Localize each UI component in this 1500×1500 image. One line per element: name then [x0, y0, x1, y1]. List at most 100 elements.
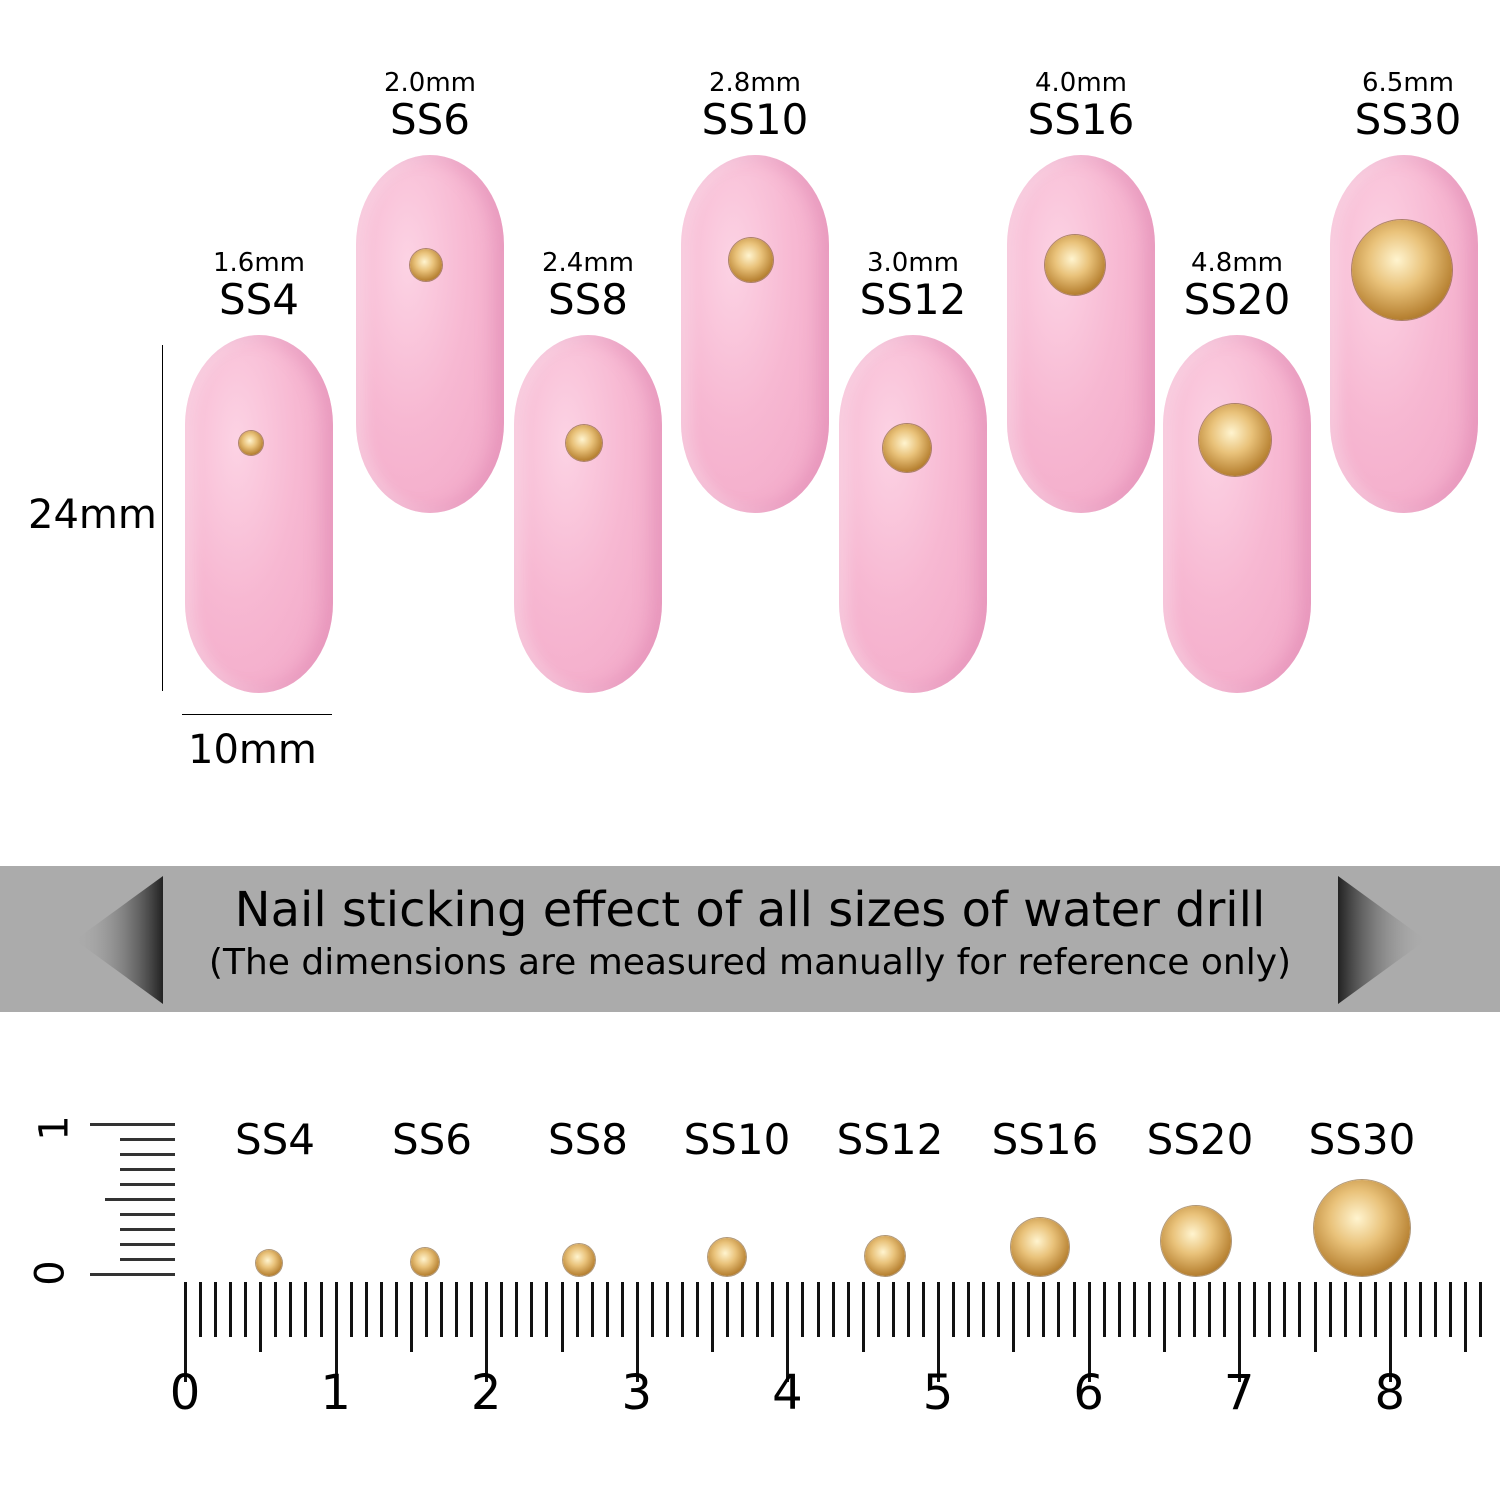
- size-mm-label: 2.4mm: [541, 248, 634, 278]
- size-mm-label: 2.0mm: [383, 68, 476, 98]
- ruler-tick: [1464, 1282, 1468, 1352]
- ruler-tick: [1162, 1282, 1166, 1352]
- rhinestone: [566, 425, 602, 461]
- ruler-tick: [1208, 1282, 1212, 1337]
- vertical-ruler-tick: [120, 1153, 175, 1156]
- ruler-tick: [711, 1282, 715, 1352]
- ruler-tick: [650, 1282, 654, 1337]
- ruler-tick: [997, 1282, 1001, 1337]
- ruler-tick: [440, 1282, 444, 1337]
- ruler-tick: [1193, 1282, 1197, 1337]
- ruler-tick: [259, 1282, 263, 1352]
- nail-ss30: [1330, 155, 1478, 513]
- vertical-ruler-tick: [120, 1168, 175, 1171]
- vertical-ruler-tick: [105, 1198, 175, 1201]
- ruler-tick: [1042, 1282, 1046, 1337]
- vertical-ruler-tick: [120, 1228, 175, 1231]
- ruler-number: 6: [1073, 1365, 1104, 1421]
- ruler-tick: [906, 1282, 910, 1337]
- rhinestone: [563, 1244, 595, 1276]
- ruler-size-label: SS12: [836, 1115, 944, 1164]
- size-ss-label: SS6: [389, 95, 471, 144]
- ruler-number: 4: [772, 1365, 803, 1421]
- ruler-tick: [635, 1282, 639, 1382]
- ruler-number: 1: [320, 1365, 351, 1421]
- ruler-tick: [1433, 1282, 1437, 1337]
- ruler-number: 7: [1223, 1365, 1255, 1421]
- ruler-size-label: SS30: [1308, 1115, 1416, 1164]
- right-arrow-icon: [1338, 876, 1426, 1004]
- ruler-tick: [229, 1282, 233, 1337]
- banner-title: Nail sticking effect of all sizes of wat…: [234, 882, 1266, 938]
- ruler-size-label: SS4: [234, 1115, 316, 1164]
- ruler-tick: [876, 1282, 880, 1337]
- size-ss-label: SS30: [1354, 95, 1462, 144]
- rhinestone: [1045, 235, 1105, 295]
- ruler-tick: [394, 1282, 398, 1337]
- ruler-tick: [304, 1282, 308, 1337]
- ruler-tick: [831, 1282, 835, 1337]
- nail-ss10: [681, 155, 829, 513]
- ruler-tick: [1057, 1282, 1061, 1337]
- ruler-tick: [1087, 1282, 1091, 1382]
- ruler-tick: [696, 1282, 700, 1337]
- ruler-tick: [982, 1282, 986, 1337]
- ruler-tick: [1283, 1282, 1287, 1337]
- nail-ss16: [1007, 155, 1155, 513]
- nail-ss12: [839, 335, 987, 693]
- ruler-tick: [349, 1282, 353, 1337]
- size-ss-label: SS4: [218, 275, 300, 324]
- ruler-number: 5: [922, 1365, 954, 1421]
- ruler-tick: [319, 1282, 323, 1337]
- ruler-tick: [967, 1282, 971, 1337]
- ruler-tick: [620, 1282, 624, 1337]
- ruler-tick: [470, 1282, 474, 1337]
- nail-ss4: [185, 335, 333, 693]
- size-ss-label: SS20: [1183, 275, 1291, 324]
- ruler-tick: [590, 1282, 594, 1337]
- ruler-number: 8: [1374, 1365, 1406, 1421]
- rhinestone: [883, 424, 931, 472]
- vertical-ruler-tick: [120, 1243, 175, 1246]
- rhinestone: [708, 1238, 746, 1276]
- ruler-tick: [1388, 1282, 1392, 1382]
- ruler-tick: [1328, 1282, 1332, 1337]
- ruler-tick: [560, 1282, 564, 1352]
- ruler-tick: [515, 1282, 519, 1337]
- width-dimension-label: 10mm: [188, 727, 317, 773]
- rhinestone: [256, 1250, 282, 1276]
- size-ss-label: SS12: [859, 275, 967, 324]
- ruler-tick: [1268, 1282, 1272, 1337]
- vertical-ruler-tick: [120, 1213, 175, 1216]
- ruler-tick: [1479, 1282, 1483, 1337]
- ruler-size-label: SS20: [1146, 1115, 1254, 1164]
- ruler-tick: [1418, 1282, 1422, 1337]
- ruler-tick: [1358, 1282, 1362, 1337]
- ruler-tick: [184, 1282, 187, 1382]
- height-dimension-line: [162, 345, 163, 691]
- ruler-tick: [937, 1282, 940, 1382]
- ruler-tick: [1343, 1282, 1347, 1337]
- ruler-tick: [364, 1282, 368, 1337]
- ruler-tick: [334, 1282, 338, 1382]
- rhinestone: [1314, 1180, 1410, 1276]
- nail-ss8: [514, 335, 662, 693]
- ruler-tick: [1403, 1282, 1407, 1337]
- ruler-tick: [1449, 1282, 1453, 1337]
- ruler-size-label: SS10: [683, 1115, 791, 1164]
- ruler-tick: [1027, 1282, 1031, 1337]
- ruler-tick: [1117, 1282, 1121, 1337]
- vertical-ruler-tick: [120, 1258, 175, 1261]
- ruler-tick: [1132, 1282, 1136, 1337]
- rhinestone: [1199, 404, 1271, 476]
- ruler-tick: [1238, 1282, 1242, 1382]
- size-mm-label: 2.8mm: [708, 68, 801, 98]
- ruler-tick: [605, 1282, 609, 1337]
- size-mm-label: 4.8mm: [1190, 248, 1283, 278]
- ruler-tick: [786, 1282, 790, 1382]
- rhinestone: [411, 1248, 439, 1276]
- rhinestone: [1011, 1218, 1069, 1276]
- width-dimension-line: [182, 714, 332, 715]
- ruler-size-label: SS8: [547, 1115, 629, 1164]
- ruler-tick: [680, 1282, 684, 1337]
